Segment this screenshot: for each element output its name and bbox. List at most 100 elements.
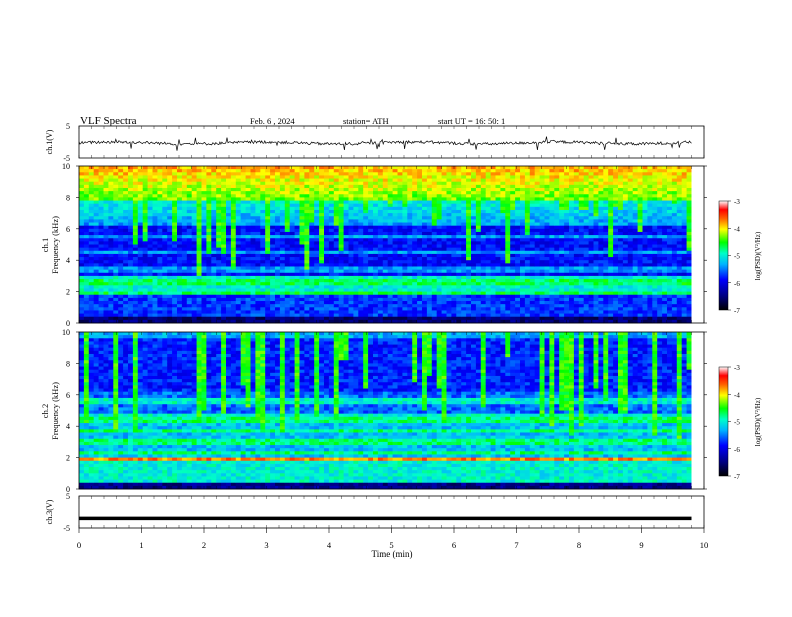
spectrogram-cell <box>554 291 560 296</box>
spectrogram-cell <box>123 203 129 208</box>
spectrogram-cell <box>191 166 197 170</box>
spectrogram-cell <box>103 206 109 211</box>
spectrogram-cell <box>181 238 188 242</box>
spectrogram-cell <box>304 260 310 264</box>
spectrogram-cell <box>304 266 310 271</box>
spectrogram-cell <box>387 225 393 230</box>
spectrogram-cell <box>309 194 315 198</box>
spectrogram-cell <box>245 206 251 211</box>
spectrogram-cell <box>441 228 447 233</box>
spectrogram-cell <box>324 291 330 296</box>
spectrogram-cell <box>314 197 320 201</box>
spectrogram-cell <box>284 313 291 318</box>
spectrogram-cell <box>529 291 536 296</box>
spectrogram-cell <box>377 191 384 195</box>
spectrogram-cell <box>226 191 232 195</box>
spectrogram-cell <box>343 250 349 255</box>
spectrogram-cell <box>397 257 403 261</box>
spectrogram-cell <box>544 169 550 173</box>
spectrogram-cell <box>348 172 354 176</box>
spectrogram-cell <box>186 263 193 267</box>
spectrogram-cell <box>539 279 545 283</box>
spectrogram-cell <box>255 222 261 227</box>
spectrogram-cell <box>387 235 393 239</box>
spectrogram-cell <box>147 238 153 242</box>
spectrogram-cell <box>265 282 271 286</box>
spectrogram-cell <box>377 297 384 302</box>
spectrogram-cell <box>226 263 232 267</box>
spectrogram-cell <box>98 175 104 179</box>
spectrogram-cell <box>353 181 359 186</box>
spectrogram-cell <box>338 172 344 176</box>
spectrogram-cell <box>549 181 555 186</box>
spectrogram-cell <box>226 197 232 201</box>
spectrogram-cell <box>103 222 109 227</box>
spectrogram-cell <box>358 313 364 318</box>
spectrogram-cell <box>564 266 570 271</box>
spectrogram-cell <box>446 301 452 305</box>
spectrogram-cell <box>426 169 433 173</box>
spectrogram-cell <box>500 235 506 239</box>
spectrogram-cell <box>490 297 496 302</box>
spectrogram-cell <box>495 275 501 280</box>
spectrogram-cell <box>221 304 227 308</box>
spectrogram-cell <box>490 178 496 183</box>
spectrogram-cell <box>108 304 114 308</box>
spectrogram-cell <box>368 307 374 311</box>
spectrogram-cell <box>113 225 119 230</box>
spectrogram-cell <box>181 216 188 220</box>
spectrogram-cell <box>387 310 393 314</box>
spectrogram-cell <box>279 206 286 211</box>
spectrogram-cell <box>466 187 472 192</box>
spectrogram-cell <box>162 253 168 258</box>
spectrogram-cell <box>230 197 237 201</box>
spectrogram-cell <box>377 181 384 186</box>
spectrogram-cell <box>294 187 300 192</box>
spectrogram-cell <box>382 169 389 173</box>
spectrogram-cell <box>431 313 438 318</box>
spectrogram-cell <box>402 178 408 183</box>
spectrogram-cell <box>181 253 188 258</box>
spectrogram-cell <box>186 294 193 299</box>
spectrogram-cell <box>363 187 369 192</box>
spectrogram-cell <box>436 187 442 192</box>
spectrogram-cell <box>524 282 531 286</box>
spectrogram-cell <box>177 263 183 267</box>
spectrogram-cell <box>309 257 315 261</box>
spectrogram-cell <box>201 191 207 195</box>
spectrogram-cell <box>490 288 496 292</box>
spectrogram-cell <box>529 228 536 233</box>
spectrogram-cell <box>402 213 408 217</box>
spectrogram-cell <box>363 191 369 195</box>
spectrogram-cell <box>353 169 359 173</box>
spectrogram-cell <box>485 200 491 205</box>
spectrogram-cell <box>412 181 418 186</box>
spectrogram-cell <box>260 225 266 230</box>
spectrogram-cell <box>480 304 487 308</box>
spectrogram-cell <box>422 175 428 179</box>
spectrogram-cell <box>191 304 197 308</box>
spectrogram-cell <box>559 316 565 321</box>
spectrogram-cell <box>475 269 482 274</box>
spectrogram-cell <box>333 172 340 176</box>
spectrogram-cell <box>436 166 442 170</box>
spectrogram-cell <box>128 209 134 214</box>
spectrogram-cell <box>83 187 90 192</box>
spectrogram-cell <box>368 206 374 211</box>
spectrogram-cell <box>177 194 183 198</box>
spectrogram-cell <box>431 316 438 321</box>
spectrogram-cell <box>382 216 389 220</box>
spectrogram-cell <box>529 247 536 252</box>
spectrogram-cell <box>211 241 217 245</box>
spectrogram-cell <box>83 206 90 211</box>
spectrogram-cell <box>387 175 393 179</box>
spectrogram-cell <box>426 319 433 324</box>
spectrogram-cell <box>480 253 487 258</box>
spectrogram-cell <box>436 235 442 239</box>
spectrogram-cell <box>505 247 511 252</box>
spectrogram-cell <box>240 216 246 220</box>
spectrogram-cell <box>520 310 526 314</box>
spectrogram-cell <box>392 231 398 236</box>
spectrogram-cell <box>250 310 256 314</box>
spectrogram-cell <box>284 266 291 271</box>
